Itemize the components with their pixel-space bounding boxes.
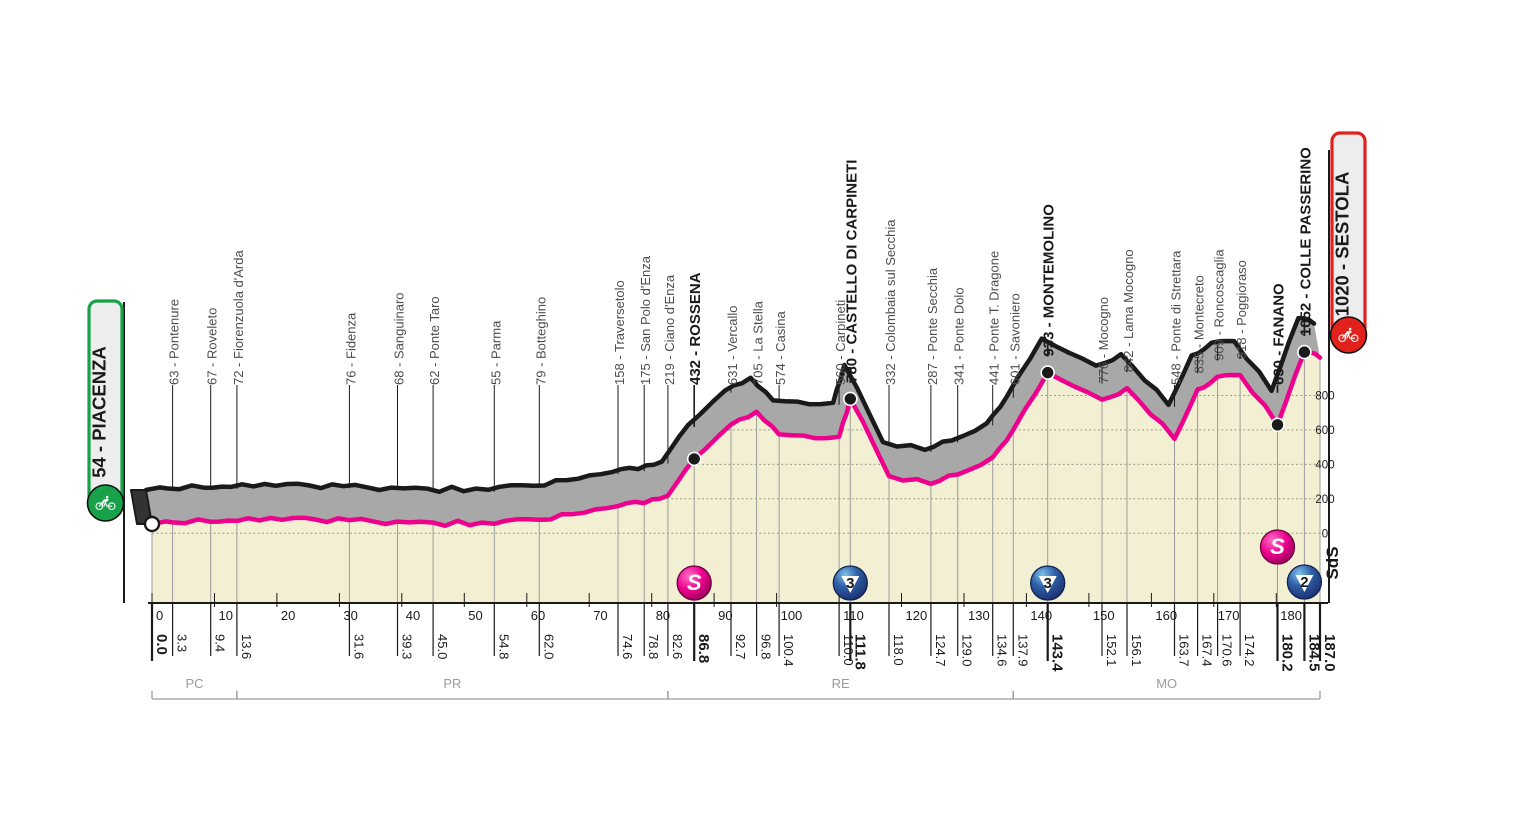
svg-text:50: 50: [468, 608, 482, 623]
svg-text:800: 800: [1315, 391, 1334, 403]
svg-text:174.2: 174.2: [1242, 634, 1257, 667]
svg-text:341 - Ponte Dolo: 341 - Ponte Dolo: [952, 287, 967, 385]
svg-text:163.7: 163.7: [1177, 634, 1192, 667]
svg-text:134.6: 134.6: [995, 634, 1010, 667]
svg-text:601 - Savoniero: 601 - Savoniero: [1007, 293, 1022, 385]
svg-text:70: 70: [593, 608, 607, 623]
svg-text:39.3: 39.3: [400, 634, 415, 659]
svg-text:120: 120: [906, 608, 928, 623]
svg-text:705 - La Stella: 705 - La Stella: [751, 300, 766, 385]
svg-text:62.0: 62.0: [541, 634, 556, 659]
svg-text:40: 40: [406, 608, 420, 623]
svg-text:160: 160: [1155, 608, 1177, 623]
svg-text:835 - Montecreto: 835 - Montecreto: [1192, 275, 1207, 373]
svg-text:842 - Lama Mocogno: 842 - Lama Mocogno: [1121, 249, 1136, 372]
svg-text:909 - Roncoscaglia: 909 - Roncoscaglia: [1212, 249, 1227, 361]
svg-text:187.0: 187.0: [1321, 634, 1338, 672]
svg-text:68 - Sanguinaro: 68 - Sanguinaro: [392, 292, 407, 385]
svg-text:129.0: 129.0: [960, 634, 975, 667]
svg-text:96.8: 96.8: [759, 634, 774, 659]
svg-text:548 - Ponte di Strettara: 548 - Ponte di Strettara: [1169, 250, 1184, 385]
svg-text:92.7: 92.7: [733, 634, 748, 659]
svg-text:124.7: 124.7: [933, 634, 948, 667]
svg-text:30: 30: [343, 608, 357, 623]
svg-text:55 - Parma: 55 - Parma: [488, 320, 503, 385]
svg-text:100.4: 100.4: [781, 634, 796, 667]
svg-text:1052 - COLLE PASSERINO: 1052 - COLLE PASSERINO: [1297, 147, 1314, 336]
svg-text:0: 0: [156, 608, 163, 623]
svg-text:200: 200: [1315, 494, 1334, 506]
svg-text:918 - Poggioraso: 918 - Poggioraso: [1234, 260, 1249, 359]
svg-text:167.4: 167.4: [1200, 634, 1215, 667]
svg-text:S: S: [687, 570, 702, 595]
svg-text:150: 150: [1093, 608, 1115, 623]
svg-text:62 - Ponte Taro: 62 - Ponte Taro: [427, 296, 442, 385]
svg-text:137.9: 137.9: [1015, 634, 1030, 667]
svg-text:780 - CASTELLO DI CARPINETI: 780 - CASTELLO DI CARPINETI: [843, 160, 860, 383]
svg-text:PC: PC: [185, 676, 203, 691]
svg-text:74.6: 74.6: [620, 634, 635, 659]
svg-text:100: 100: [781, 608, 803, 623]
svg-text:63 - Pontenure: 63 - Pontenure: [167, 299, 182, 385]
svg-text:287 - Ponte Secchia: 287 - Ponte Secchia: [925, 267, 940, 385]
svg-text:180: 180: [1280, 608, 1302, 623]
svg-text:175 - San Polo d'Enza: 175 - San Polo d'Enza: [638, 255, 653, 385]
svg-text:MO: MO: [1156, 676, 1177, 691]
svg-text:SdS: SdS: [1323, 546, 1342, 579]
svg-text:0: 0: [1322, 528, 1328, 540]
svg-text:54.8: 54.8: [496, 634, 511, 659]
svg-text:631 - Vercallo: 631 - Vercallo: [725, 306, 740, 386]
svg-text:3: 3: [1044, 575, 1052, 592]
svg-text:20: 20: [281, 608, 295, 623]
svg-text:776 - Mocogno: 776 - Mocogno: [1096, 297, 1111, 384]
svg-text:400: 400: [1315, 459, 1334, 471]
svg-text:110: 110: [843, 608, 864, 623]
svg-text:2: 2: [1300, 574, 1308, 591]
svg-text:140: 140: [1030, 608, 1052, 623]
svg-text:90: 90: [718, 608, 732, 623]
svg-text:3: 3: [846, 575, 854, 592]
svg-text:78.8: 78.8: [646, 634, 661, 659]
svg-text:67 - Roveleto: 67 - Roveleto: [205, 308, 220, 385]
svg-text:10: 10: [219, 608, 233, 623]
svg-text:76 - Fidenza: 76 - Fidenza: [343, 312, 358, 385]
svg-text:600: 600: [1315, 425, 1334, 437]
svg-text:86.8: 86.8: [695, 634, 712, 663]
svg-text:82.6: 82.6: [670, 634, 685, 659]
svg-text:152.1: 152.1: [1104, 634, 1119, 667]
svg-text:118.0: 118.0: [891, 634, 906, 666]
svg-text:RE: RE: [832, 676, 850, 691]
svg-text:54 - PIACENZA: 54 - PIACENZA: [89, 346, 110, 478]
svg-text:0.0: 0.0: [153, 634, 170, 655]
svg-text:13.6: 13.6: [239, 634, 254, 659]
svg-text:1020 - SESTOLA: 1020 - SESTOLA: [1332, 172, 1353, 317]
svg-text:3.3: 3.3: [175, 634, 190, 652]
svg-text:630 - FANANO: 630 - FANANO: [1271, 283, 1288, 385]
svg-text:180.2: 180.2: [1279, 634, 1296, 672]
svg-text:170.6: 170.6: [1220, 634, 1235, 667]
svg-text:111.8: 111.8: [851, 634, 868, 670]
svg-text:158 - Traversetolo: 158 - Traversetolo: [612, 280, 627, 385]
svg-text:79 - Botteghino: 79 - Botteghino: [533, 297, 548, 385]
svg-text:432 - ROSSENA: 432 - ROSSENA: [687, 272, 704, 385]
svg-text:130: 130: [968, 608, 990, 623]
svg-text:45.0: 45.0: [435, 634, 450, 659]
svg-text:441 - Ponte T. Dragone: 441 - Ponte T. Dragone: [987, 251, 1002, 385]
svg-text:143.4: 143.4: [1049, 634, 1066, 672]
svg-text:219 - Ciano d'Enza: 219 - Ciano d'Enza: [662, 274, 677, 385]
svg-text:156.1: 156.1: [1129, 634, 1144, 667]
svg-text:933 - MONTEMOLINO: 933 - MONTEMOLINO: [1041, 204, 1058, 357]
svg-text:72 - Fiorenzuola d'Arda: 72 - Fiorenzuola d'Arda: [231, 250, 246, 385]
svg-text:170: 170: [1218, 608, 1240, 623]
svg-text:PR: PR: [443, 676, 461, 691]
svg-text:574 - Casina: 574 - Casina: [773, 311, 788, 385]
svg-text:332 - Colombaia sul Secchia: 332 - Colombaia sul Secchia: [883, 219, 898, 385]
svg-text:9.4: 9.4: [213, 634, 228, 652]
svg-text:31.6: 31.6: [351, 634, 366, 659]
svg-text:60: 60: [531, 608, 545, 623]
svg-text:S: S: [1270, 534, 1285, 559]
